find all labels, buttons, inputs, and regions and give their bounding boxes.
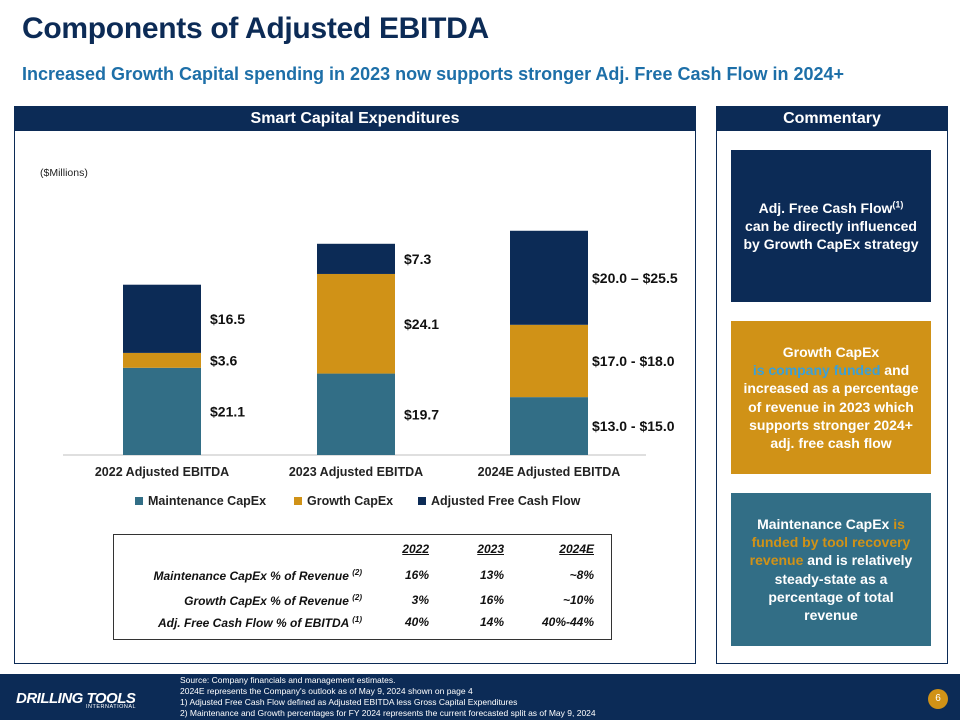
bar-segment	[317, 373, 395, 455]
footer-bar	[0, 674, 960, 720]
data-label: $16.5	[210, 311, 245, 327]
commentary-panel-header: Commentary	[717, 107, 947, 131]
legend-swatch	[294, 497, 302, 505]
table-row-label: Growth CapEx % of Revenue (2)	[184, 593, 362, 608]
company-logo-sub: INTERNATIONAL	[86, 704, 137, 710]
footnote-source: Source: Company financials and managemen…	[180, 675, 396, 685]
growth-heading: Growth CapEx	[782, 343, 880, 360]
legend-item: Adjusted Free Cash Flow	[418, 494, 580, 508]
category-label: 2023 Adjusted EBITDA	[289, 465, 423, 479]
page-subtitle: Increased Growth Capital spending in 202…	[22, 64, 845, 84]
company-logo: DRILLING TOOLS	[16, 690, 136, 707]
data-label: $19.7	[404, 406, 439, 422]
footnote-2: 2) Maintenance and Growth percentages fo…	[180, 708, 596, 718]
category-label: 2022 Adjusted EBITDA	[95, 465, 229, 479]
footnote-1: 1) Adjusted Free Cash Flow defined as Ad…	[180, 697, 518, 707]
table-row-label: Maintenance CapEx % of Revenue (2)	[153, 568, 362, 583]
maint-heading: Maintenance CapEx	[757, 515, 890, 532]
data-label: $7.3	[404, 251, 431, 267]
maint-highlight: is funded by tool recovery revenue	[749, 515, 911, 569]
growth-rest: and increased as a percentage of revenue…	[743, 362, 919, 451]
table-col-2023: 2023	[477, 542, 504, 556]
bar-segment	[510, 397, 588, 455]
data-label: $17.0 - $18.0	[592, 353, 675, 369]
capex-panel-header: Smart Capital Expenditures	[15, 107, 695, 131]
table-cell: 14%	[479, 615, 504, 629]
bar-segment	[317, 273, 395, 374]
table-cell: 13%	[479, 568, 504, 582]
bar-segment	[123, 352, 201, 368]
data-label: $21.1	[210, 403, 245, 419]
category-label: 2024E Adjusted EBITDA	[478, 465, 621, 479]
page-title: Components of Adjusted EBITDA	[22, 12, 489, 45]
page-number: 6	[928, 689, 948, 709]
growth-highlight: is company funded	[752, 362, 881, 379]
units-label: ($Millions)	[40, 167, 88, 179]
data-label: $13.0 - $15.0	[592, 418, 675, 434]
data-label: $3.6	[210, 352, 237, 368]
table-row-label: Adj. Free Cash Flow % of EBITDA (1)	[157, 615, 362, 630]
table-cell: 16%	[404, 568, 429, 582]
legend-label: Maintenance CapEx	[148, 494, 267, 508]
bar-segment	[510, 324, 588, 398]
bar-segment	[510, 230, 588, 325]
bar-segment	[317, 243, 395, 274]
legend-item: Growth CapEx	[294, 494, 393, 508]
commentary-fcf-box: Adj. Free Cash Flow(1) can be directly i…	[731, 150, 931, 302]
commentary-maint-box: Maintenance CapEx is funded by tool reco…	[731, 493, 931, 646]
legend-label: Adjusted Free Cash Flow	[431, 494, 581, 508]
maint-rest: and is relatively steady-state as a perc…	[768, 552, 913, 623]
fcf-rest: can be directly influenced by Growth Cap…	[743, 217, 919, 253]
table-cell: 16%	[479, 593, 504, 607]
data-label: $20.0 – $25.5	[592, 270, 678, 286]
table-col-2024e: 2024E	[559, 542, 594, 556]
data-label: $24.1	[404, 316, 439, 332]
fcf-text: Adj. Free Cash Flow	[758, 199, 893, 216]
legend-label: Growth CapEx	[307, 494, 394, 508]
capex-ratio-table: 2022 2023 2024E Maintenance CapEx % of R…	[113, 534, 612, 640]
table-cell: ~8%	[569, 568, 594, 582]
table-col-2022: 2022	[402, 542, 429, 556]
table-cell: ~10%	[562, 593, 594, 607]
table-cell: 40%	[404, 615, 429, 629]
legend-swatch	[135, 497, 143, 505]
table-cell: 40%-44%	[541, 615, 594, 629]
table-cell: 3%	[411, 593, 429, 607]
fcf-footnote-ref: (1)	[892, 199, 904, 210]
bar-segment	[123, 284, 201, 353]
footnote-outlook: 2024E represents the Company's outlook a…	[180, 686, 473, 696]
commentary-growth-box: Growth CapEx is company funded and incre…	[731, 321, 931, 474]
legend-swatch	[418, 497, 426, 505]
legend-item: Maintenance CapEx	[135, 494, 266, 508]
bar-segment	[123, 367, 201, 455]
